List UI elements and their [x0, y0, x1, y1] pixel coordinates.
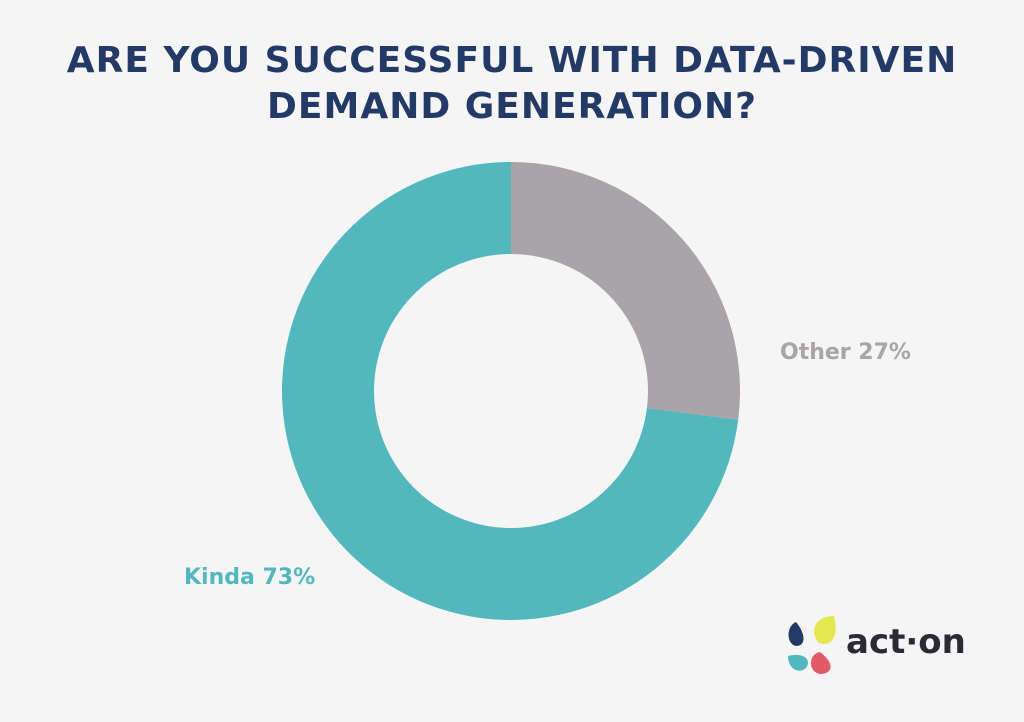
slice-kinda [282, 162, 739, 621]
slice-label-other: Other 27% [780, 340, 911, 365]
slice-other [511, 162, 740, 420]
act-on-logo: act·on [784, 612, 974, 682]
act-on-logo-text: act·on [846, 622, 966, 662]
act-on-logo-mark [788, 616, 836, 674]
slice-label-kinda: Kinda 73% [184, 565, 316, 590]
chart-title: ARE YOU SUCCESSFUL WITH DATA-DRIVEN DEMA… [66, 40, 958, 127]
